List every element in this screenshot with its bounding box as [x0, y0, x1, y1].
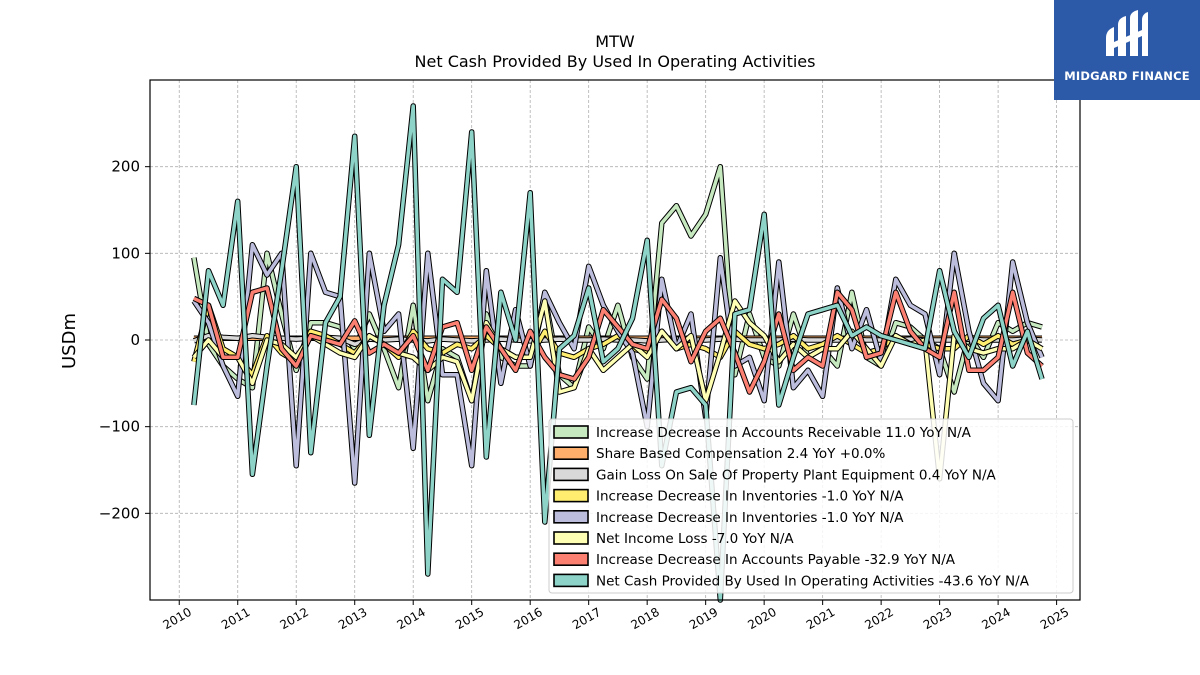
- legend-item: Increase Decrease In Accounts Payable -3…: [553, 552, 956, 568]
- x-tick-label: 2015: [453, 605, 486, 632]
- y-tick-label: 200: [111, 158, 140, 176]
- legend-item: Increase Decrease In Accounts Receivable…: [553, 425, 972, 441]
- legend-label: Increase Decrease In Accounts Payable -3…: [596, 552, 956, 568]
- x-tick-label: 2018: [628, 605, 661, 632]
- x-tick-label: 2020: [745, 605, 778, 632]
- x-tick-label: 2014: [394, 605, 427, 632]
- series-6: [192, 285, 1044, 395]
- legend-swatch: [553, 531, 589, 545]
- logo-text: MIDGARD FINANCE: [1064, 69, 1190, 83]
- x-tick-label: 2012: [277, 605, 310, 632]
- x-tick-label: 2022: [862, 605, 895, 632]
- x-tick-label: 2025: [1038, 605, 1071, 632]
- legend-swatch: [553, 552, 589, 567]
- legend-item: Share Based Compensation 2.4 YoY +0.0%: [553, 446, 885, 462]
- chart-title: MTW: [595, 32, 635, 51]
- y-axis-label: USDm: [59, 313, 80, 369]
- legend-swatch: [553, 446, 589, 461]
- y-tick-label: 0: [130, 331, 140, 349]
- legend-box: [548, 418, 1074, 594]
- logo-icon: [1106, 10, 1148, 56]
- y-tick-label: −200: [99, 504, 140, 522]
- legend-swatch: [553, 573, 589, 588]
- series-line: [192, 164, 1043, 403]
- legend-item: Increase Decrease In Inventories -1.0 Yo…: [553, 488, 904, 505]
- legend-label: Increase Decrease In Accounts Receivable…: [596, 425, 972, 441]
- x-tick-label: 2016: [511, 605, 544, 632]
- x-tick-label: 2010: [161, 605, 194, 632]
- legend-label: Increase Decrease In Inventories -1.0 Yo…: [596, 510, 904, 526]
- series-4: [191, 241, 1045, 486]
- legend-item: Net Income Loss -7.0 YoY N/A: [553, 531, 794, 547]
- x-tick-label: 2021: [804, 605, 837, 632]
- series-layer: [191, 103, 1045, 603]
- legend-label: Net Cash Provided By Used In Operating A…: [596, 573, 1030, 589]
- legend-swatch: [553, 509, 589, 524]
- chart-subtitle: Net Cash Provided By Used In Operating A…: [415, 52, 816, 71]
- legend-swatch: [553, 467, 589, 482]
- legend-label: Net Income Loss -7.0 YoY N/A: [596, 531, 794, 547]
- legend-item: Net Cash Provided By Used In Operating A…: [553, 573, 1030, 589]
- legend-swatch: [553, 488, 589, 503]
- series-line: [192, 104, 1044, 602]
- legend-label: Gain Loss On Sale Of Property Plant Equi…: [596, 467, 997, 483]
- legend-item: Gain Loss On Sale Of Property Plant Equi…: [553, 467, 997, 483]
- legend: Increase Decrease In Accounts Receivable…: [548, 418, 1074, 594]
- x-tick-label: 2019: [687, 605, 720, 632]
- x-tick-label: 2023: [921, 605, 954, 632]
- y-tick-label: 100: [111, 244, 140, 262]
- y-tick-label: −100: [99, 418, 140, 436]
- series-line: [193, 286, 1044, 394]
- series-0: [191, 163, 1043, 404]
- x-tick-label: 2011: [219, 605, 252, 632]
- x-tick-label: 2017: [570, 605, 603, 632]
- legend-label: Share Based Compensation 2.4 YoY +0.0%: [596, 446, 885, 462]
- midgard-finance-logo: MIDGARD FINANCE: [1054, 0, 1200, 100]
- x-tick-label: 2013: [336, 605, 369, 632]
- legend-swatch: [553, 425, 589, 439]
- x-tick-label: 2024: [979, 605, 1012, 632]
- legend-item: Increase Decrease In Inventories -1.0 Yo…: [553, 509, 904, 526]
- legend-label: Increase Decrease In Inventories -1.0 Yo…: [596, 489, 904, 505]
- series-7: [191, 103, 1045, 603]
- series-line: [192, 242, 1044, 485]
